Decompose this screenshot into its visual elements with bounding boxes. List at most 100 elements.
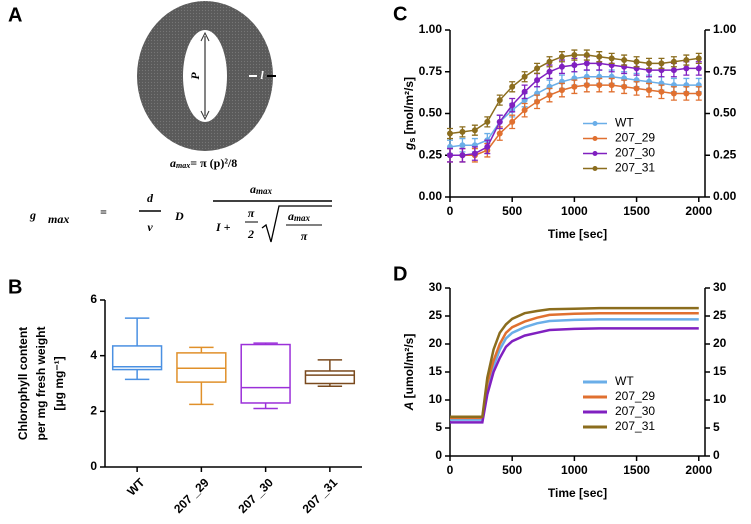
x-tick-label: 1000 [561,463,588,477]
marker [608,55,615,62]
marker [670,67,677,74]
unit: [umol/m²/s] [402,334,416,402]
marker [459,142,466,149]
marker [521,73,528,80]
marker [695,65,702,72]
line [450,318,699,421]
y-tick-label: 4 [90,348,97,362]
box [304,359,356,388]
x-tick-label: 1500 [623,463,650,477]
x-axis-label: Time [sec] [548,227,607,241]
x-tick-label: 0 [447,204,454,218]
y-tick-label: 20 [429,336,443,350]
x-tick-label: 500 [502,204,522,218]
x-tick-label: 2000 [685,204,712,218]
marker [447,130,453,137]
diagram: A P l amax= π (p)²/8 g max = d v D amax … [8,1,332,243]
marker [571,52,578,59]
marker [583,52,590,59]
length-label: l [260,68,264,82]
marker [583,82,590,89]
x-tick-label: 207 _31 [300,475,341,516]
marker [596,53,603,60]
y-tick-label: 10 [429,392,443,406]
legend-label: WT [615,116,634,130]
legend-marker [592,136,598,141]
box-body [240,343,291,404]
legend-marker [592,166,598,171]
line [450,306,699,419]
formula-lhs: g [29,208,36,222]
marker [695,90,702,97]
marker [509,102,516,109]
y-tick-label: 20 [713,336,727,350]
marker [608,82,615,89]
marker [496,130,503,137]
legend-label: 207_30 [615,146,655,160]
marker [484,118,491,125]
marker [521,88,528,95]
y-tick-label: 2 [90,404,97,418]
y-axis-label: per mg fresh weight [34,326,48,440]
marker [471,150,478,157]
marker [496,97,503,104]
marker [633,85,640,92]
marker [621,83,628,90]
pore-label: P [188,72,202,80]
v: v [147,220,153,234]
panel-label: B [8,276,22,298]
symbol: g [402,142,416,151]
marker [646,60,653,67]
legend-label: 207_29 [615,131,655,145]
subscript: s [407,138,417,143]
marker [670,58,677,65]
legend-label: 207_31 [615,161,655,175]
symbol: a [288,209,294,223]
box-body [111,345,163,371]
marker [459,128,466,135]
marker [546,58,553,65]
marker [658,60,665,67]
marker [534,65,541,72]
panel-label: A [8,4,22,26]
formula-lhs-sub: max [48,212,69,226]
y-tick-label: 10 [713,392,727,406]
y-axis-label: Chlorophyll content [16,327,30,440]
marker [670,90,677,97]
rest: = π (p)²/8 [190,156,237,170]
unit: [mol/m²/s] [402,77,416,138]
y-axis-label: [μg mg⁻¹] [52,356,66,410]
y-tick-label: 5 [713,420,720,434]
numerator: amax [250,182,273,196]
marker [571,62,578,69]
legend-label: 207_30 [615,404,655,418]
y-tick-label: 25 [713,308,727,322]
d: d [147,191,154,205]
series [447,49,702,140]
y-tick-label: 0 [713,448,720,462]
legend-marker [592,121,598,126]
y-tick-label: 25 [429,308,443,322]
panel-label: D [393,263,407,285]
marker [496,118,503,125]
y-tick-label: 1.00 [419,22,443,36]
y-tick-label: 6 [90,292,97,306]
x-tick-label: 2000 [685,463,712,477]
marker [459,152,466,159]
y-tick-label: 1.00 [713,22,737,36]
y-axis-label: A [umol/m²/s] [402,334,416,412]
marker [633,58,640,65]
marker [695,55,702,62]
y-tick-label: 0 [435,448,442,462]
subscript: max [176,161,190,170]
marker [683,65,690,72]
symbol: A [402,402,416,412]
marker [509,118,516,125]
line [450,327,699,424]
area-formula: amax= π (p)²/8 [170,156,237,170]
y-tick-label: 0.25 [713,147,737,161]
symbol: a [250,182,256,196]
symbol: a [170,156,176,170]
y-tick-label: 0.50 [713,106,737,120]
marker [583,60,590,67]
